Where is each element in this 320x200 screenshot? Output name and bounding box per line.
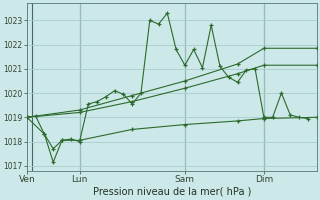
- X-axis label: Pression niveau de la mer( hPa ): Pression niveau de la mer( hPa ): [92, 187, 251, 197]
